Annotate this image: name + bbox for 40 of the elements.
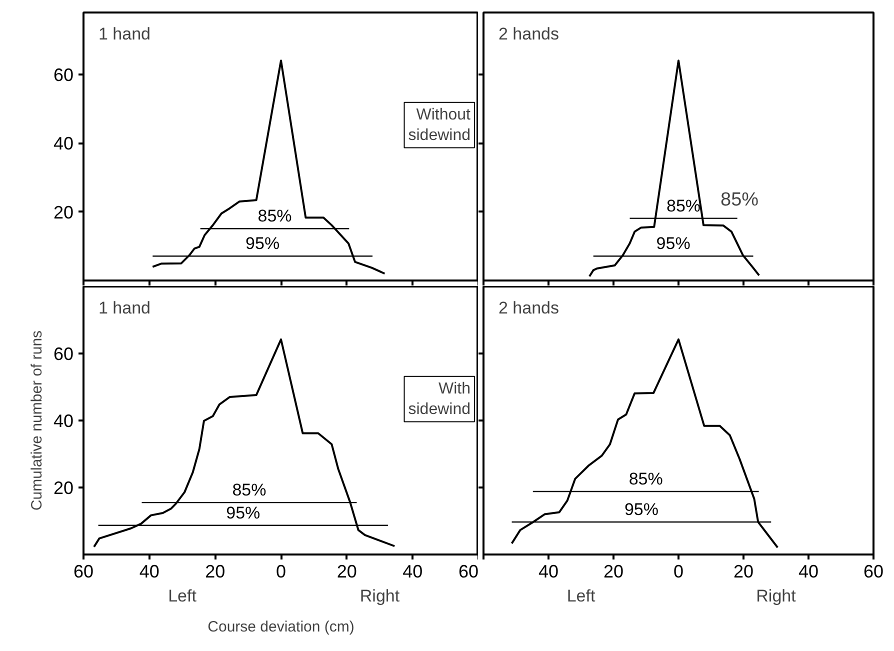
x-tick-label: 0 [276, 562, 286, 582]
annotation: With sidewind [408, 380, 471, 418]
annotation: Without sidewind [408, 106, 472, 144]
text: Right [360, 586, 400, 606]
x-tick-label: 60 [863, 562, 884, 582]
x-tick-label: 20 [205, 562, 226, 582]
x-tick-label: 60 [73, 562, 94, 582]
series-label: 85% [232, 480, 266, 500]
y-tick-label: 60 [53, 64, 74, 85]
x-tick-label: 40 [139, 562, 160, 582]
x-axis-title: Course deviation (cm) [208, 618, 354, 636]
series-label: 95% [246, 234, 280, 254]
series-label: 95% [624, 500, 658, 520]
series-label: 85% [666, 196, 701, 216]
annotation: 85% [720, 190, 759, 211]
series-label: 95% [226, 503, 260, 522]
x-tick-label: 40 [538, 562, 559, 582]
text: 1 hand [98, 24, 150, 44]
series-label: 85% [258, 206, 292, 226]
y-tick-label: 20 [53, 478, 74, 498]
text: 1 hand [98, 298, 150, 318]
x-tick-label: 40 [402, 562, 423, 582]
text: Left [168, 586, 197, 606]
text: Left [566, 586, 596, 606]
x-tick-label: 40 [798, 562, 819, 582]
series-label: 85% [628, 470, 663, 489]
x-tick-label: 20 [336, 562, 357, 582]
x-tick-label: 0 [673, 562, 684, 582]
y-tick-label: 40 [53, 134, 74, 154]
series-label: 95% [656, 234, 690, 254]
x-tick-label: 20 [603, 562, 624, 582]
text: 2 hands [498, 298, 559, 318]
y-axis-title: Cumulative number of runs [28, 330, 46, 511]
y-tick-label: 20 [53, 202, 74, 222]
x-tick-label: 60 [458, 562, 479, 582]
text: Right [756, 586, 796, 606]
y-tick-label: 60 [53, 344, 74, 364]
text: 2 hands [498, 24, 559, 44]
x-tick-label: 20 [733, 562, 754, 582]
y-tick-label: 40 [53, 411, 74, 431]
